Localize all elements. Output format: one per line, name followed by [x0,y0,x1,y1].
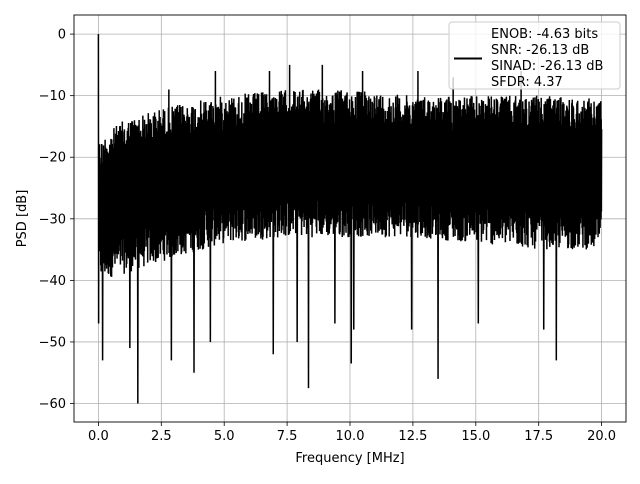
series-line [97,34,603,404]
x-axis-label: Frequency [MHz] [295,451,404,466]
legend-box [448,21,621,90]
y-tick-label: −60 [39,397,66,412]
x-tick-label: 15.0 [461,429,490,444]
x-axis: 0.0 2.5 5.0 7.5 10.0 12.5 15.0 17.5 20.0 [88,422,616,444]
legend-entry-snr: SNR: -26.13 dB [491,43,589,58]
y-axis-label: PSD [dB] [15,190,30,248]
legend: ENOB: -4.63 bits SNR: -26.13 dB SINAD: -… [448,21,621,90]
psd-trace [97,34,603,404]
x-tick-label: 7.5 [277,429,298,444]
x-tick-label: 10.0 [336,429,365,444]
y-tick-label: −10 [39,89,66,104]
y-tick-label: 0 [58,28,66,43]
x-tick-label: 5.0 [214,429,235,444]
y-tick-label: −40 [39,274,66,289]
y-axis: 0 −10 −20 −30 −40 −50 −60 [39,28,74,412]
x-tick-label: 12.5 [398,429,427,444]
legend-entry-sfdr: SFDR: 4.37 [491,75,563,90]
legend-entry-sinad: SINAD: -26.13 dB [491,59,603,74]
legend-entry-enob: ENOB: -4.63 bits [491,27,598,42]
x-tick-label: 17.5 [524,429,553,444]
x-tick-label: 0.0 [88,429,109,444]
y-tick-label: −30 [39,212,66,227]
x-tick-label: 20.0 [587,429,616,444]
x-tick-label: 2.5 [151,429,172,444]
y-tick-label: −50 [39,335,66,350]
y-tick-label: −20 [39,151,66,166]
